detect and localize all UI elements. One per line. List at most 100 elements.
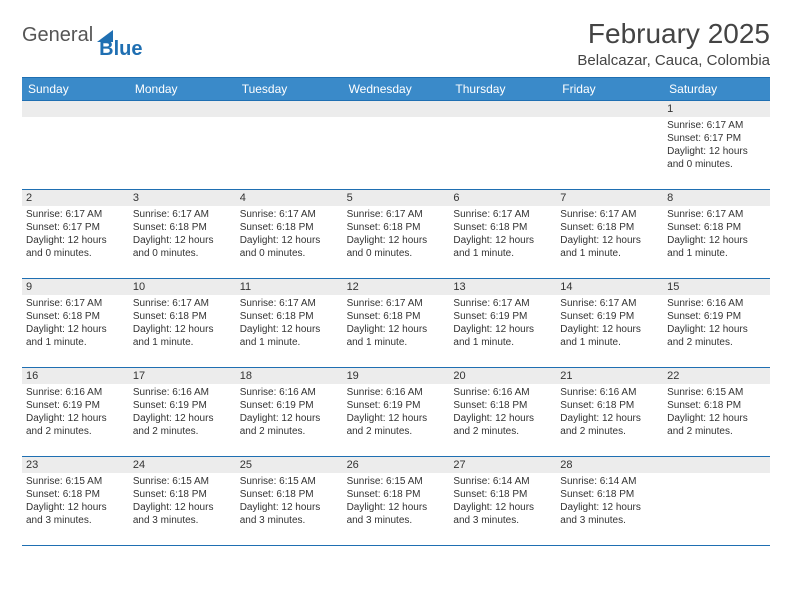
daylight-text: Daylight: 12 hours and 3 minutes. — [26, 501, 125, 527]
sunrise-text: Sunrise: 6:17 AM — [133, 297, 232, 310]
sunset-text: Sunset: 6:18 PM — [560, 221, 659, 234]
calendar-cell: 10Sunrise: 6:17 AMSunset: 6:18 PMDayligh… — [129, 279, 236, 367]
title-block: February 2025 Belalcazar, Cauca, Colombi… — [577, 18, 770, 69]
day-number: 23 — [22, 457, 129, 473]
sunrise-text: Sunrise: 6:17 AM — [667, 119, 766, 132]
daylight-text: Daylight: 12 hours and 2 minutes. — [667, 412, 766, 438]
day-details: Sunrise: 6:17 AMSunset: 6:18 PMDaylight:… — [236, 206, 343, 264]
day-details: Sunrise: 6:15 AMSunset: 6:18 PMDaylight:… — [343, 473, 450, 531]
weekday-label: Tuesday — [236, 78, 343, 100]
day-details: Sunrise: 6:16 AMSunset: 6:19 PMDaylight:… — [22, 384, 129, 442]
day-details: Sunrise: 6:17 AMSunset: 6:18 PMDaylight:… — [663, 206, 770, 264]
day-number: 17 — [129, 368, 236, 384]
calendar-cell: 16Sunrise: 6:16 AMSunset: 6:19 PMDayligh… — [22, 368, 129, 456]
sunrise-text: Sunrise: 6:16 AM — [560, 386, 659, 399]
sunset-text: Sunset: 6:18 PM — [667, 399, 766, 412]
daylight-text: Daylight: 12 hours and 3 minutes. — [560, 501, 659, 527]
day-number — [556, 101, 663, 117]
sunset-text: Sunset: 6:18 PM — [240, 221, 339, 234]
day-number: 27 — [449, 457, 556, 473]
sunset-text: Sunset: 6:17 PM — [667, 132, 766, 145]
day-number: 14 — [556, 279, 663, 295]
day-number: 6 — [449, 190, 556, 206]
day-details: Sunrise: 6:17 AMSunset: 6:18 PMDaylight:… — [129, 295, 236, 353]
day-number: 26 — [343, 457, 450, 473]
daylight-text: Daylight: 12 hours and 2 minutes. — [453, 412, 552, 438]
day-number: 28 — [556, 457, 663, 473]
daylight-text: Daylight: 12 hours and 0 minutes. — [240, 234, 339, 260]
sunset-text: Sunset: 6:18 PM — [453, 221, 552, 234]
day-number: 3 — [129, 190, 236, 206]
day-number — [22, 101, 129, 117]
logo-word1: General — [22, 24, 93, 47]
calendar-cell: 24Sunrise: 6:15 AMSunset: 6:18 PMDayligh… — [129, 457, 236, 545]
sunrise-text: Sunrise: 6:17 AM — [240, 208, 339, 221]
sunrise-text: Sunrise: 6:15 AM — [240, 475, 339, 488]
day-details: Sunrise: 6:16 AMSunset: 6:19 PMDaylight:… — [343, 384, 450, 442]
calendar-cell — [129, 101, 236, 189]
day-number: 2 — [22, 190, 129, 206]
daylight-text: Daylight: 12 hours and 3 minutes. — [133, 501, 232, 527]
day-details: Sunrise: 6:15 AMSunset: 6:18 PMDaylight:… — [236, 473, 343, 531]
calendar-cell: 20Sunrise: 6:16 AMSunset: 6:18 PMDayligh… — [449, 368, 556, 456]
sunset-text: Sunset: 6:19 PM — [560, 310, 659, 323]
sunrise-text: Sunrise: 6:17 AM — [453, 208, 552, 221]
daylight-text: Daylight: 12 hours and 3 minutes. — [347, 501, 446, 527]
sunrise-text: Sunrise: 6:14 AM — [453, 475, 552, 488]
sunrise-text: Sunrise: 6:17 AM — [667, 208, 766, 221]
calendar-cell — [556, 101, 663, 189]
day-details: Sunrise: 6:17 AMSunset: 6:18 PMDaylight:… — [556, 206, 663, 264]
calendar-cell — [22, 101, 129, 189]
daylight-text: Daylight: 12 hours and 0 minutes. — [667, 145, 766, 171]
calendar-cell: 8Sunrise: 6:17 AMSunset: 6:18 PMDaylight… — [663, 190, 770, 278]
logo-word2: Blue — [99, 38, 142, 61]
day-number: 8 — [663, 190, 770, 206]
calendar-cell: 18Sunrise: 6:16 AMSunset: 6:19 PMDayligh… — [236, 368, 343, 456]
day-number: 5 — [343, 190, 450, 206]
day-details: Sunrise: 6:17 AMSunset: 6:17 PMDaylight:… — [22, 206, 129, 264]
day-details: Sunrise: 6:17 AMSunset: 6:17 PMDaylight:… — [663, 117, 770, 175]
daylight-text: Daylight: 12 hours and 1 minute. — [453, 323, 552, 349]
sunrise-text: Sunrise: 6:15 AM — [347, 475, 446, 488]
sunset-text: Sunset: 6:18 PM — [347, 221, 446, 234]
sunrise-text: Sunrise: 6:16 AM — [133, 386, 232, 399]
daylight-text: Daylight: 12 hours and 3 minutes. — [453, 501, 552, 527]
calendar-week: 2Sunrise: 6:17 AMSunset: 6:17 PMDaylight… — [22, 189, 770, 278]
sunrise-text: Sunrise: 6:17 AM — [133, 208, 232, 221]
day-details: Sunrise: 6:15 AMSunset: 6:18 PMDaylight:… — [129, 473, 236, 531]
day-details: Sunrise: 6:16 AMSunset: 6:19 PMDaylight:… — [129, 384, 236, 442]
day-number — [236, 101, 343, 117]
sunset-text: Sunset: 6:19 PM — [453, 310, 552, 323]
day-number: 11 — [236, 279, 343, 295]
day-number — [663, 457, 770, 473]
day-details: Sunrise: 6:17 AMSunset: 6:18 PMDaylight:… — [129, 206, 236, 264]
calendar-week: 16Sunrise: 6:16 AMSunset: 6:19 PMDayligh… — [22, 367, 770, 456]
sunrise-text: Sunrise: 6:17 AM — [560, 208, 659, 221]
sunset-text: Sunset: 6:18 PM — [347, 310, 446, 323]
calendar-cell: 5Sunrise: 6:17 AMSunset: 6:18 PMDaylight… — [343, 190, 450, 278]
daylight-text: Daylight: 12 hours and 1 minute. — [240, 323, 339, 349]
sunrise-text: Sunrise: 6:17 AM — [26, 297, 125, 310]
sunrise-text: Sunrise: 6:16 AM — [347, 386, 446, 399]
sunset-text: Sunset: 6:18 PM — [26, 488, 125, 501]
day-number: 12 — [343, 279, 450, 295]
sunrise-text: Sunrise: 6:16 AM — [453, 386, 552, 399]
sunrise-text: Sunrise: 6:17 AM — [453, 297, 552, 310]
day-details: Sunrise: 6:16 AMSunset: 6:18 PMDaylight:… — [556, 384, 663, 442]
sunrise-text: Sunrise: 6:16 AM — [667, 297, 766, 310]
header: General Blue February 2025 Belalcazar, C… — [22, 18, 770, 69]
sunset-text: Sunset: 6:19 PM — [347, 399, 446, 412]
weekday-label: Sunday — [22, 78, 129, 100]
day-number: 16 — [22, 368, 129, 384]
sunrise-text: Sunrise: 6:15 AM — [133, 475, 232, 488]
sunrise-text: Sunrise: 6:17 AM — [347, 297, 446, 310]
sunset-text: Sunset: 6:18 PM — [347, 488, 446, 501]
daylight-text: Daylight: 12 hours and 2 minutes. — [240, 412, 339, 438]
day-number — [449, 101, 556, 117]
weekday-label: Wednesday — [343, 78, 450, 100]
calendar-cell: 17Sunrise: 6:16 AMSunset: 6:19 PMDayligh… — [129, 368, 236, 456]
sunset-text: Sunset: 6:18 PM — [240, 310, 339, 323]
sunset-text: Sunset: 6:18 PM — [560, 399, 659, 412]
day-number: 19 — [343, 368, 450, 384]
day-number: 20 — [449, 368, 556, 384]
